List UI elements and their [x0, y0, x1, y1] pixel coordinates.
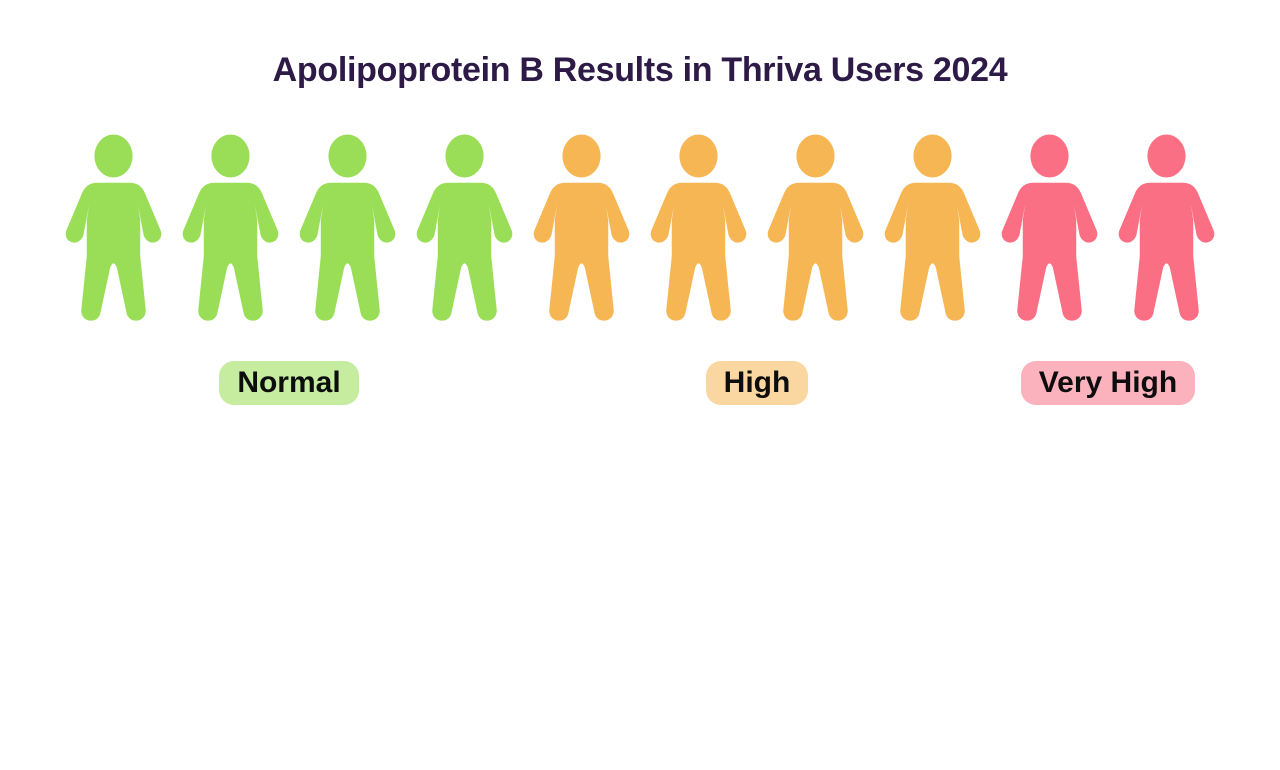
- person-icon-normal: [412, 134, 517, 325]
- icon-row-very-high: [997, 134, 1219, 325]
- category-group-high: High: [529, 134, 985, 405]
- icon-row-normal: [61, 134, 517, 325]
- person-icon-high: [763, 134, 868, 325]
- pictograph-groups: Normal High Very High: [0, 134, 1280, 405]
- person-icon-normal: [178, 134, 283, 325]
- person-icon-normal: [61, 134, 166, 325]
- category-label-very-high: Very High: [1020, 361, 1196, 405]
- icon-row-high: [529, 134, 985, 325]
- category-group-normal: Normal: [61, 134, 517, 405]
- person-icon-normal: [295, 134, 400, 325]
- category-label-high: High: [705, 361, 809, 405]
- person-icon-very-high: [1114, 134, 1219, 325]
- pictograph-infographic: Apolipoprotein B Results in Thriva Users…: [0, 50, 1280, 770]
- category-label-normal: Normal: [219, 361, 359, 405]
- person-icon-high: [646, 134, 751, 325]
- chart-title: Apolipoprotein B Results in Thriva Users…: [272, 51, 1008, 89]
- person-icon-high: [880, 134, 985, 325]
- person-icon-high: [529, 134, 634, 325]
- person-icon-very-high: [997, 134, 1102, 325]
- category-group-very-high: Very High: [997, 134, 1219, 405]
